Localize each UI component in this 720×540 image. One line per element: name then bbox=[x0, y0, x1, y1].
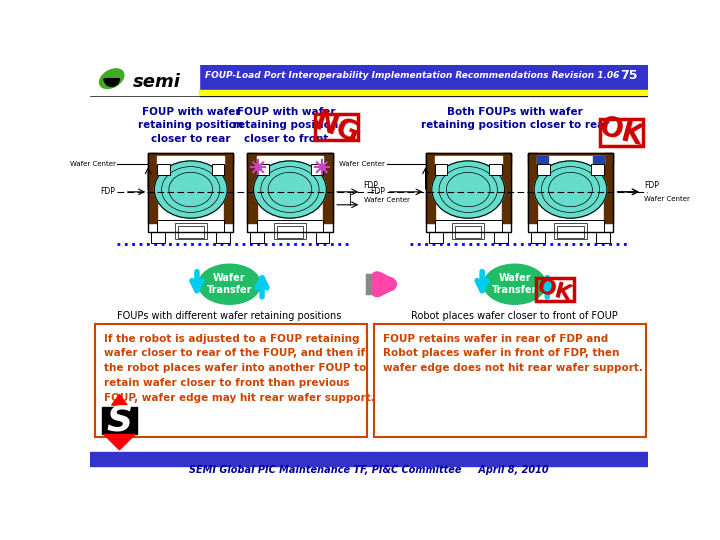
Bar bbox=[323, 153, 333, 222]
Bar bbox=[455, 226, 481, 238]
Bar bbox=[528, 153, 613, 232]
Bar bbox=[537, 220, 604, 232]
Bar bbox=[148, 153, 233, 164]
Bar bbox=[90, 65, 199, 96]
Text: Wafer Center: Wafer Center bbox=[70, 161, 116, 167]
Text: Wafer Center: Wafer Center bbox=[644, 197, 690, 202]
Ellipse shape bbox=[253, 161, 326, 218]
Bar bbox=[256, 164, 269, 175]
Bar bbox=[199, 65, 648, 96]
Bar bbox=[435, 164, 447, 175]
Bar bbox=[151, 232, 165, 242]
Text: FDP: FDP bbox=[101, 187, 116, 197]
Text: OK: OK bbox=[596, 113, 647, 152]
Text: Wafer Center: Wafer Center bbox=[364, 197, 410, 203]
Text: semi: semi bbox=[132, 73, 181, 91]
Text: Wafer Center: Wafer Center bbox=[339, 161, 385, 167]
Text: FOUP with wafer
retaining position
closer to front: FOUP with wafer retaining position close… bbox=[233, 107, 338, 144]
Bar bbox=[212, 164, 224, 175]
FancyBboxPatch shape bbox=[374, 323, 646, 437]
Text: NG: NG bbox=[310, 107, 363, 149]
Text: FDP: FDP bbox=[370, 187, 385, 197]
Bar bbox=[158, 220, 224, 232]
Text: Wafer
Transfer: Wafer Transfer bbox=[492, 273, 537, 295]
Bar bbox=[557, 226, 584, 238]
Bar bbox=[90, 452, 648, 466]
Bar bbox=[199, 90, 648, 95]
Bar bbox=[274, 222, 306, 239]
Text: 75: 75 bbox=[620, 69, 637, 82]
Bar bbox=[148, 153, 158, 222]
Bar bbox=[148, 153, 233, 232]
Ellipse shape bbox=[534, 161, 607, 218]
FancyBboxPatch shape bbox=[96, 323, 366, 437]
Bar bbox=[426, 153, 435, 222]
Text: OK: OK bbox=[535, 276, 575, 305]
Ellipse shape bbox=[99, 69, 124, 89]
Bar bbox=[178, 226, 204, 238]
Bar bbox=[502, 153, 510, 222]
Bar bbox=[452, 222, 485, 239]
Polygon shape bbox=[104, 434, 135, 450]
Bar bbox=[537, 164, 549, 175]
Text: FOUPs with different wafer retaining positions: FOUPs with different wafer retaining pos… bbox=[117, 311, 342, 321]
Bar bbox=[158, 156, 224, 164]
Bar bbox=[435, 156, 502, 164]
Bar bbox=[528, 153, 613, 164]
Bar bbox=[248, 153, 256, 222]
Bar bbox=[256, 220, 323, 232]
Wedge shape bbox=[104, 79, 120, 86]
Text: Both FOUPs with wafer
retaining position closer to rear: Both FOUPs with wafer retaining position… bbox=[420, 107, 609, 130]
Polygon shape bbox=[112, 394, 127, 405]
Bar bbox=[554, 222, 587, 239]
Ellipse shape bbox=[199, 264, 261, 304]
Bar bbox=[426, 153, 510, 232]
Text: S: S bbox=[107, 403, 132, 437]
Bar bbox=[311, 164, 323, 175]
Bar bbox=[537, 156, 604, 164]
Bar bbox=[596, 232, 610, 242]
Bar bbox=[256, 156, 323, 164]
Bar bbox=[158, 164, 170, 175]
Text: SEMI Global PIC Maintenance TF, PI&C Committee     April 8, 2010: SEMI Global PIC Maintenance TF, PI&C Com… bbox=[189, 465, 549, 475]
Text: Robot places wafer closer to front of FOUP: Robot places wafer closer to front of FO… bbox=[411, 311, 618, 321]
Bar bbox=[315, 232, 330, 242]
Text: If the robot is adjusted to a FOUP retaining
wafer closer to rear of the FOUP, a: If the robot is adjusted to a FOUP retai… bbox=[104, 334, 374, 403]
Bar bbox=[604, 153, 613, 222]
Bar bbox=[248, 153, 333, 164]
Text: FOUP retains wafer in rear of FDP and
Robot places wafer in front of FDP, then
w: FOUP retains wafer in rear of FDP and Ro… bbox=[383, 334, 643, 373]
Ellipse shape bbox=[432, 161, 505, 218]
Text: FDP: FDP bbox=[364, 181, 379, 190]
Ellipse shape bbox=[154, 161, 228, 218]
Bar bbox=[251, 232, 264, 242]
Bar bbox=[593, 156, 604, 164]
Bar bbox=[591, 164, 604, 175]
Bar bbox=[537, 156, 548, 164]
Bar bbox=[531, 232, 545, 242]
Text: FOUP-Load Port Interoperability Implementation Recommendations Revision 1.06: FOUP-Load Port Interoperability Implemen… bbox=[204, 71, 619, 80]
Text: FOUP with wafer
retaining position
closer to rear: FOUP with wafer retaining position close… bbox=[138, 107, 243, 144]
Bar bbox=[224, 153, 233, 222]
Bar bbox=[102, 407, 137, 434]
Bar bbox=[494, 232, 508, 242]
Bar bbox=[426, 153, 510, 164]
Bar bbox=[435, 220, 502, 232]
Ellipse shape bbox=[484, 264, 546, 304]
Bar bbox=[489, 164, 502, 175]
Bar bbox=[277, 226, 303, 238]
Bar bbox=[216, 232, 230, 242]
Bar bbox=[528, 153, 537, 222]
Text: Wafer
Transfer: Wafer Transfer bbox=[207, 273, 252, 295]
Bar bbox=[428, 232, 443, 242]
Bar bbox=[174, 222, 207, 239]
Text: FDP: FDP bbox=[644, 181, 659, 190]
Bar bbox=[248, 153, 333, 232]
